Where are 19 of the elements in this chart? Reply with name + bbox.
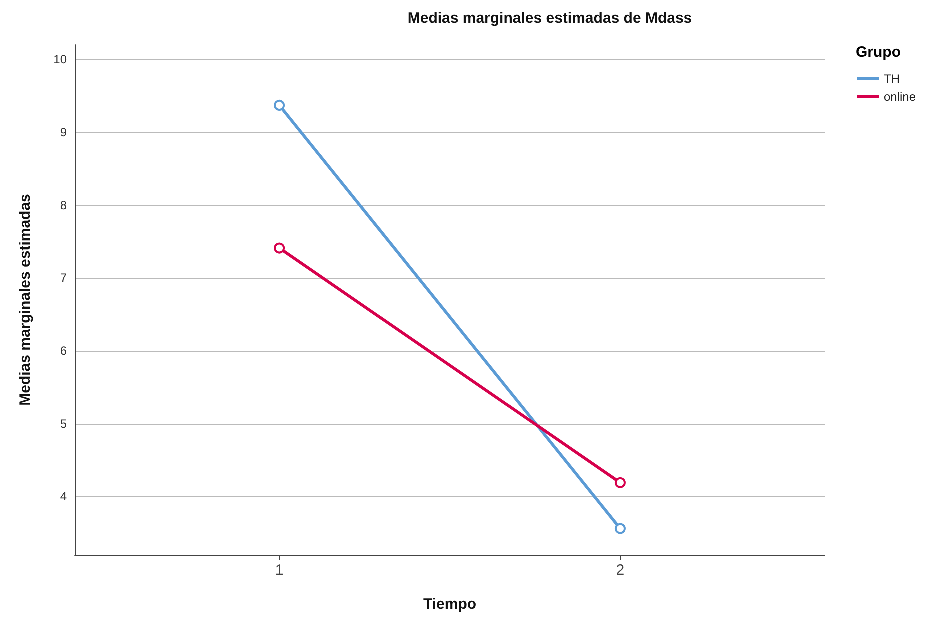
y-tick-label: 8 [60, 198, 68, 212]
legend-title: Grupo [856, 44, 901, 61]
point [274, 100, 286, 111]
y-tick-label: 7 [60, 271, 68, 286]
y-tick-label: 4 [60, 490, 68, 504]
point [274, 242, 286, 254]
legend-label: online [884, 90, 916, 104]
x-tick-label: 1 [275, 562, 284, 579]
chart-title: Medias marginales estimadas de Mdass [408, 10, 692, 27]
y-tick-label: 5 [60, 416, 68, 431]
x-tick-label: 2 [616, 562, 625, 579]
x-axis-title: Tiempo [423, 596, 477, 613]
y-tick-label: 10 [54, 52, 68, 67]
y-tick-label: 6 [60, 344, 68, 358]
y-tick-label: 9 [60, 125, 68, 140]
legend-label: TH [884, 72, 900, 86]
point [614, 477, 626, 488]
y-axis-title: Medias marginales estimadas [17, 194, 34, 406]
point [614, 523, 626, 534]
